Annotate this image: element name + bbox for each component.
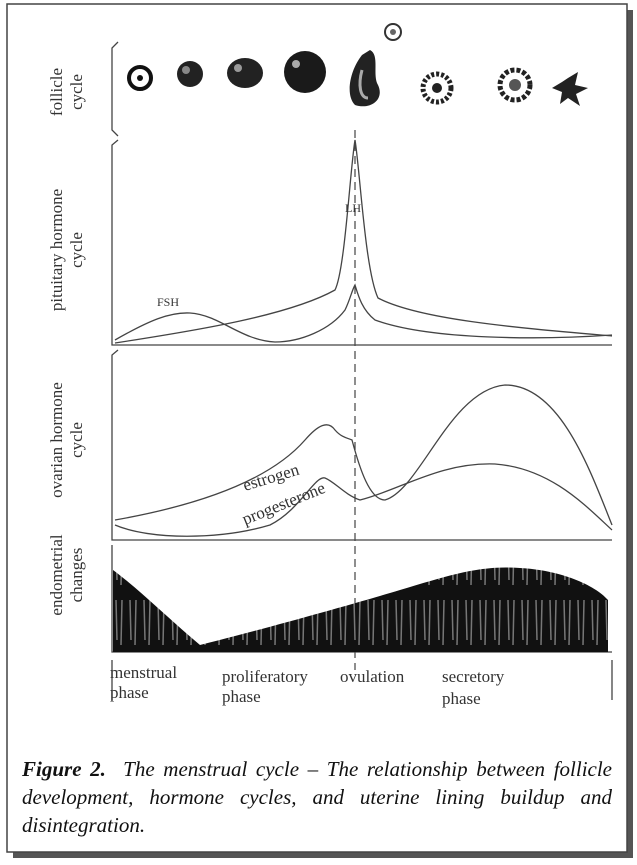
fsh-curve	[114, 283, 613, 343]
phase-label: menstrual	[110, 663, 177, 682]
row-label: ovarian hormone	[47, 382, 66, 498]
phase-label: ovulation	[340, 667, 405, 686]
caption-label: Figure 2.	[22, 757, 106, 781]
row-label: follicle	[47, 68, 66, 116]
row-label: endometrial	[47, 534, 66, 615]
caption: Figure 2. The menstrual cycle – The rela…	[22, 755, 612, 839]
phase-label: phase	[222, 687, 261, 706]
phase-label: phase	[442, 689, 481, 708]
lh-curve	[114, 139, 613, 344]
axis	[111, 139, 612, 346]
caption-text: The menstrual cycle – The relationship b…	[22, 757, 613, 837]
estrogen-curve	[114, 384, 613, 526]
bracket	[111, 41, 119, 137]
progesterone-curve	[114, 463, 613, 537]
row-label: cycle	[67, 74, 86, 110]
row-label: cycle	[67, 422, 86, 458]
row-label: pituitary hormone	[47, 189, 66, 311]
row-label: changes	[67, 548, 86, 603]
endometrium	[113, 567, 608, 652]
follicles	[127, 23, 588, 107]
fsh-label: FSH	[157, 295, 179, 309]
phase-label: phase	[110, 683, 149, 702]
phase-label: proliferatory	[222, 667, 308, 686]
axis	[111, 349, 612, 541]
bracket	[111, 660, 613, 700]
lh-label: LH	[345, 201, 361, 215]
phase-label: secretory	[442, 667, 505, 686]
row-label: cycle	[67, 232, 86, 268]
